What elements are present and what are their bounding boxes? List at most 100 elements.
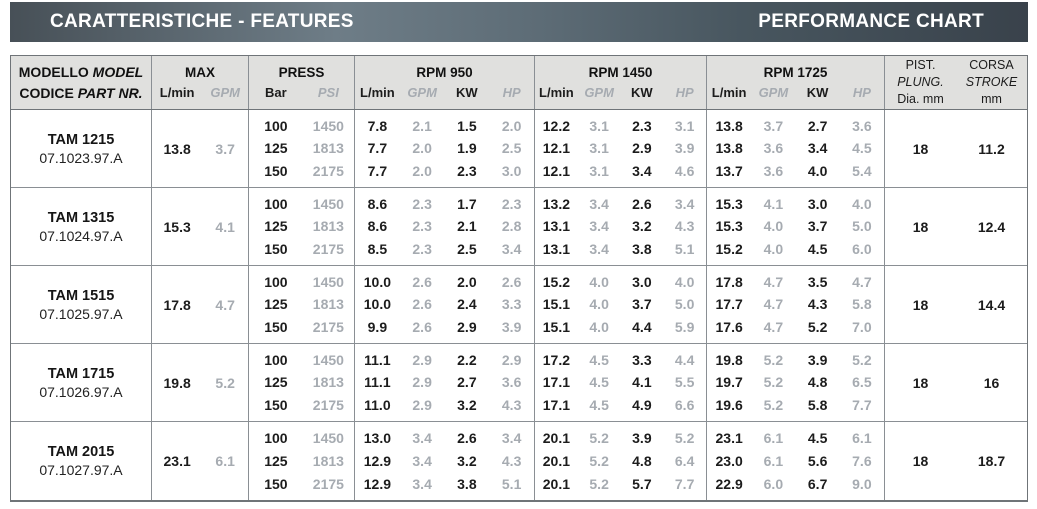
rpm1450-cell: 13.2 3.4 2.6 3.4 13.1 3.4 3.2 4.3 13.1 3.4 3.8 5.1 [535,188,707,265]
kw-value: 3.4 [632,162,652,179]
lmin-value: 12.1 [542,140,570,157]
header-model-line2: CODICE PART NR. [11,83,151,104]
header-pist: PIST. [905,58,936,73]
kw-value: 3.7 [807,218,828,235]
header-rpm1450-column: RPM 1450 L/min GPM KW HP [535,56,707,109]
lmin-value: 13.1 [542,218,570,235]
table-row: TAM 1715 07.1026.97.A 19.8 5.2 100 1450 125 181… [11,344,1027,422]
kw-value: 3.8 [632,240,652,257]
plunger-dia-value: 18 [912,140,929,157]
lmin-value: 15.1 [542,318,570,335]
hp-value: 4.3 [501,452,522,469]
gpm-value: 2.3 [412,196,432,213]
lmin-value: 13.1 [542,240,570,257]
header-unit-hp: HP [852,85,871,100]
gpm-value: 3.4 [589,240,609,257]
header-modello: MODELLO [18,63,89,80]
kw-value: 3.5 [807,274,828,291]
header-mm: mm [981,91,1002,106]
max-cell: 23.1 6.1 [152,422,249,500]
model-cell: TAM 1515 07.1025.97.A [11,266,152,343]
gpm-value: 4.7 [763,274,784,291]
header-press-title: PRESS [278,65,325,80]
model-name: TAM 1515 [47,287,115,304]
rpm950-cell: 7.8 2.1 1.5 2.0 7.7 2.0 1.9 2.5 7.7 2.0 2.3 3.0 [355,110,535,187]
bar-value: 125 [264,218,288,235]
lmin-value: 20.1 [542,475,570,492]
kw-value: 4.9 [632,396,652,413]
gpm-value: 4.0 [763,240,784,257]
hp-value: 6.6 [674,396,695,413]
gpm-value: 3.6 [763,162,784,179]
kw-value: 3.2 [457,452,477,469]
gpm-value: 3.1 [589,162,609,179]
gpm-value: 4.0 [763,218,784,235]
psi-value: 1450 [312,196,344,213]
lmin-value: 11.0 [364,396,391,413]
piston-stroke-cell: 18 16 [885,344,1027,421]
model-part-number: 07.1025.97.A [39,305,123,322]
hp-value: 4.6 [674,162,695,179]
gpm-value: 2.9 [412,396,432,413]
hp-value: 2.0 [501,118,522,135]
bar-value: 150 [264,240,288,257]
gpm-value: 2.6 [412,274,432,291]
rpm1725-cell: 19.8 5.2 3.9 5.2 19.7 5.2 4.8 6.5 19.6 5.2 5.8 7.7 [707,344,885,421]
hp-value: 5.8 [852,296,872,313]
plunger-dia-value: 18 [912,296,929,313]
kw-value: 1.5 [457,118,477,135]
psi-value: 2175 [312,162,344,179]
kw-value: 4.0 [807,162,828,179]
model-cell: TAM 1715 07.1026.97.A [11,344,152,421]
header-rpm1725-column: RPM 1725 L/min GPM KW HP [707,56,885,109]
header-rpm1450-title: RPM 1450 [588,65,653,80]
model-name: TAM 2015 [47,444,115,460]
max-lmin-value: 23.1 [163,453,191,469]
gpm-value: 4.5 [589,396,609,413]
hp-value: 5.0 [674,296,695,313]
rpm950-cell: 8.6 2.3 1.7 2.3 8.6 2.3 2.1 2.8 8.5 2.3 2.5 3.4 [355,188,535,265]
max-cell: 15.3 4.1 [152,188,249,265]
gpm-value: 3.7 [763,118,784,135]
header-unit-gpm: GPM [758,85,789,100]
max-gpm-value: 3.7 [215,140,235,157]
hp-value: 5.2 [852,352,872,369]
hp-value: 6.5 [852,374,872,391]
bar-value: 150 [264,475,288,492]
header-piston: PIST. PLUNG. Dia. mm [885,57,956,108]
gpm-value: 5.2 [589,452,609,469]
rpm950-cell: 10.0 2.6 2.0 2.6 10.0 2.6 2.4 3.3 9.9 2.6 2.9 3.9 [355,266,535,343]
kw-value: 4.4 [632,318,652,335]
lmin-value: 17.2 [542,352,570,369]
kw-value: 5.6 [807,452,828,469]
hp-value: 9.0 [852,475,872,492]
gpm-value: 2.9 [412,352,432,369]
gpm-value: 2.3 [412,218,432,235]
hp-value: 3.6 [501,374,522,391]
gpm-value: 4.0 [589,274,609,291]
gpm-value: 4.5 [589,352,609,369]
lmin-value: 10.0 [363,296,391,313]
header-rpm1725-title: RPM 1725 [763,65,828,80]
kw-value: 2.5 [457,240,477,257]
gpm-value: 3.4 [412,430,432,447]
press-cell: 100 1450 125 1813 150 2175 [249,266,355,343]
kw-value: 2.0 [457,274,477,291]
table-body: TAM 1215 07.1023.97.A 13.8 3.7 100 1450 125 181… [11,110,1027,500]
lmin-value: 12.9 [363,452,391,469]
gpm-value: 3.4 [412,475,432,492]
model-part-number: 07.1024.97.A [39,227,123,244]
hp-value: 5.1 [674,240,695,257]
header-unit-hp: HP [502,85,521,100]
banner-title-right: PERFORMANCE CHART [758,11,984,32]
press-cell: 100 1450 125 1813 150 2175 [249,422,355,500]
stroke-value: 12.4 [977,218,1006,235]
plunger-dia-value: 18 [912,453,929,469]
kw-value: 2.6 [632,196,652,213]
header-unit-psi: PSI [317,85,339,100]
header-partnr: PART NR. [77,84,143,101]
gpm-value: 2.1 [412,118,432,135]
hp-value: 3.3 [501,296,522,313]
max-cell: 17.8 4.7 [152,266,249,343]
table-header-row: MODELLO MODEL CODICE PART NR. MAX L/min … [11,56,1027,110]
